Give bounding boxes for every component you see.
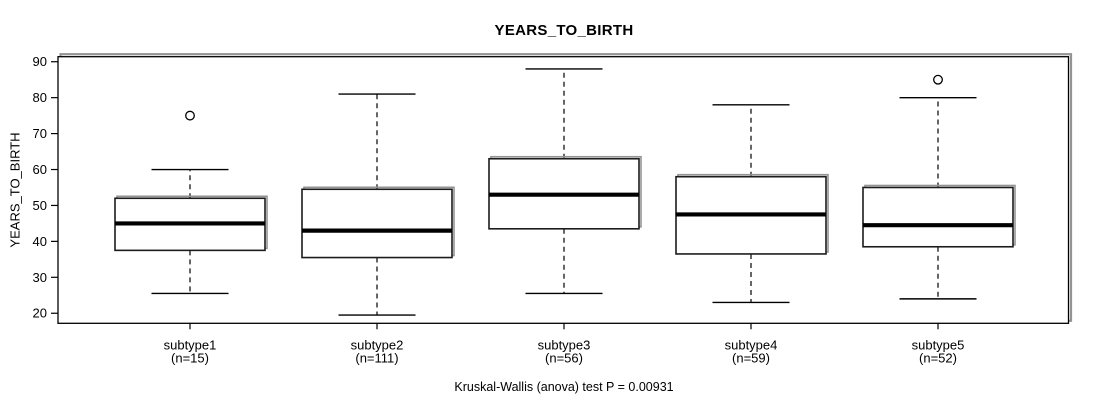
group-label: subtype3 xyxy=(538,337,591,352)
y-tick-label: 70 xyxy=(33,126,47,141)
y-tick-label: 40 xyxy=(33,234,47,249)
y-tick-label: 60 xyxy=(33,162,47,177)
outlier-point xyxy=(185,110,195,121)
box xyxy=(301,188,453,259)
y-tick-label: 90 xyxy=(33,54,47,69)
outlier-point xyxy=(933,74,943,85)
group-n-label: (n=15) xyxy=(171,350,209,365)
y-tick-label: 80 xyxy=(33,90,47,105)
group-label: subtype1 xyxy=(164,337,217,352)
box xyxy=(862,186,1014,248)
y-tick-label: 20 xyxy=(33,306,47,321)
stat-annotation: Kruskal-Wallis (anova) test P = 0.00931 xyxy=(454,380,674,394)
y-axis-title: YEARS_TO_BIRTH xyxy=(7,132,23,248)
group-n-label: (n=111) xyxy=(355,350,398,365)
y-tick-label: 30 xyxy=(33,270,47,285)
chart-title: YEARS_TO_BIRTH xyxy=(494,22,634,39)
group-label: subtype4 xyxy=(725,337,778,352)
group-label: subtype5 xyxy=(912,337,965,352)
group-n-label: (n=52) xyxy=(919,350,957,365)
group-label: subtype2 xyxy=(351,337,404,352)
y-tick-label: 50 xyxy=(33,198,47,213)
group-n-label: (n=59) xyxy=(732,350,770,365)
group-n-label: (n=56) xyxy=(545,350,583,365)
